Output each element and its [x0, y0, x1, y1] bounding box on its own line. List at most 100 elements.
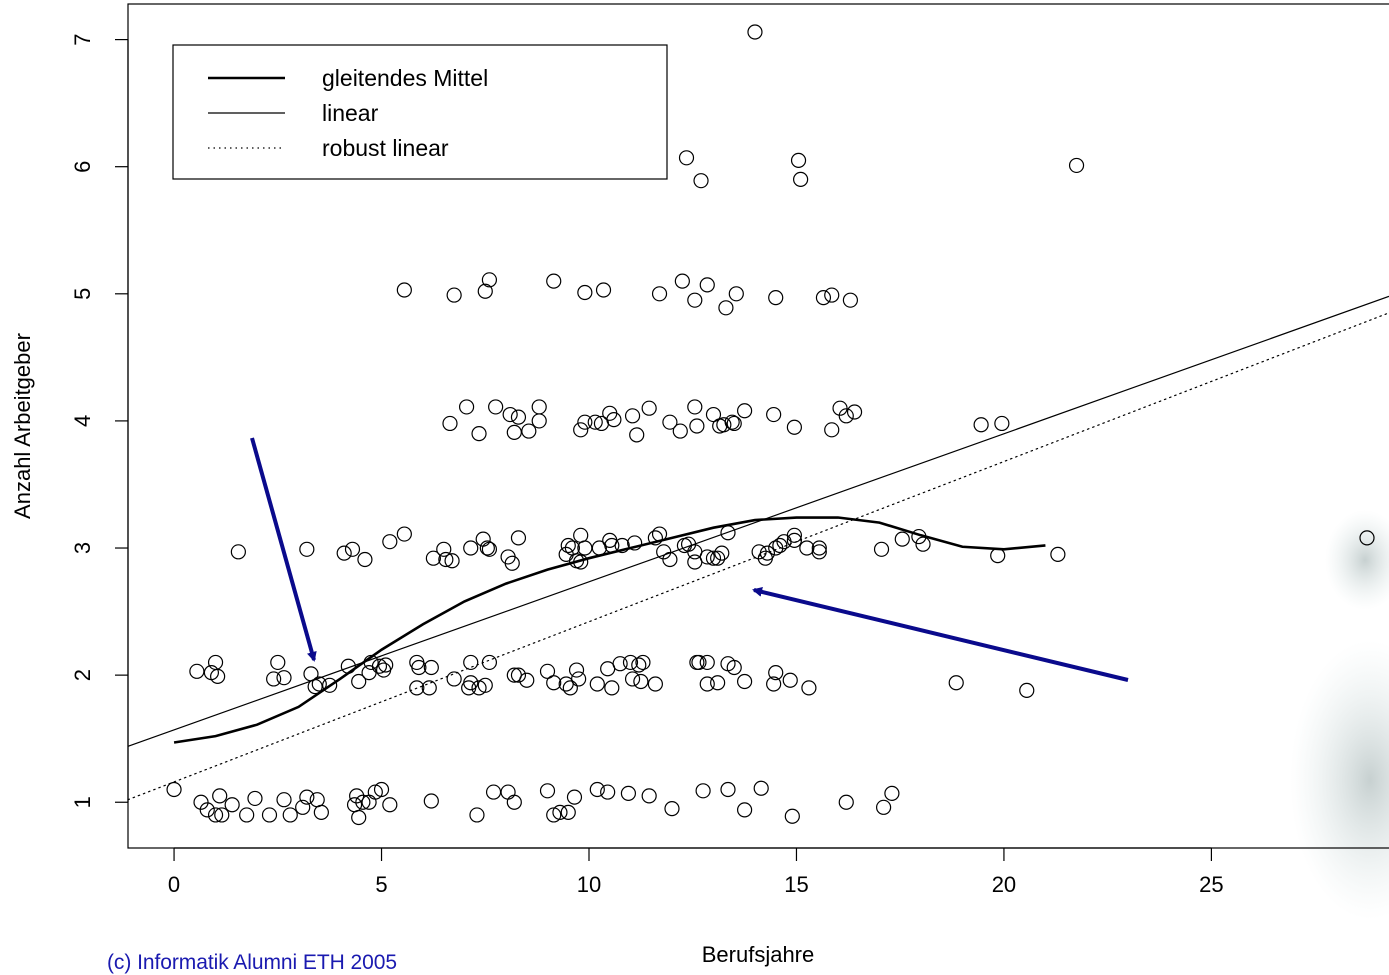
data-point	[801, 680, 817, 696]
data-point	[411, 659, 427, 676]
x-tick-label: 25	[1199, 872, 1223, 897]
data-point	[425, 550, 441, 566]
annotation-arrow	[752, 587, 1129, 682]
data-point	[726, 659, 742, 676]
data-point	[811, 544, 827, 560]
data-point	[351, 809, 367, 826]
data-point	[751, 544, 767, 560]
data-point	[481, 541, 498, 557]
annotation-arrow	[250, 437, 317, 662]
data-point	[651, 286, 668, 302]
data-point	[687, 292, 703, 308]
data-point	[371, 658, 388, 674]
data-point	[363, 654, 379, 671]
data-point	[438, 551, 454, 568]
data-point	[600, 784, 616, 800]
data-point	[753, 780, 769, 796]
data-point	[307, 678, 323, 695]
data-point	[539, 783, 556, 799]
data-point	[212, 788, 228, 804]
data-point	[768, 664, 784, 681]
data-point	[811, 540, 827, 556]
data-point	[303, 666, 319, 682]
data-point	[568, 662, 585, 678]
data-point	[838, 408, 854, 424]
plot-area	[127, 24, 1389, 826]
data-point	[1068, 157, 1085, 174]
data-point	[463, 654, 479, 671]
data-point	[577, 284, 593, 301]
data-point	[589, 676, 605, 692]
data-point	[1359, 530, 1375, 546]
data-point	[691, 654, 707, 671]
data-point	[689, 418, 705, 434]
data-point	[376, 662, 392, 678]
data-point	[595, 282, 612, 298]
data-point	[573, 554, 589, 570]
data-point	[230, 544, 246, 560]
data-point	[446, 287, 462, 303]
data-point	[815, 290, 832, 306]
data-point	[485, 784, 502, 800]
data-point	[620, 785, 637, 801]
data-point	[662, 414, 678, 430]
x-tick-label: 15	[784, 872, 808, 897]
data-point	[786, 532, 802, 548]
data-point	[546, 273, 562, 289]
data-point	[355, 794, 371, 810]
legend: gleitendes Mittel linear robust linear	[172, 44, 668, 180]
data-point	[1050, 546, 1066, 562]
data-point	[705, 550, 722, 566]
background-decoration	[1290, 510, 1389, 920]
data-point	[680, 536, 697, 552]
data-point	[546, 675, 562, 691]
x-tick-label: 0	[168, 872, 180, 897]
data-point	[635, 654, 651, 671]
data-point	[469, 807, 485, 823]
data-point	[270, 654, 286, 671]
data-point	[210, 668, 226, 685]
data-point	[766, 406, 782, 423]
data-point	[674, 273, 690, 289]
data-point	[471, 426, 487, 442]
data-point	[295, 799, 311, 815]
data-point	[720, 781, 736, 798]
data-point	[824, 422, 840, 438]
y-tick-label: 6	[70, 161, 95, 173]
data-point	[189, 663, 205, 679]
data-point	[521, 423, 537, 439]
data-point	[214, 807, 230, 823]
data-point	[224, 797, 240, 813]
x-tick-label: 10	[577, 872, 601, 897]
data-point	[747, 24, 763, 40]
data-point	[699, 676, 715, 692]
data-point	[340, 658, 356, 674]
trend-line	[127, 295, 1389, 747]
data-point	[396, 526, 412, 542]
y-tick-label: 4	[70, 415, 95, 427]
data-point	[481, 272, 498, 288]
data-point	[894, 531, 910, 547]
data-point	[423, 659, 439, 676]
data-point	[546, 807, 562, 823]
data-point	[915, 536, 931, 552]
data-point	[647, 676, 663, 692]
y-tick-label: 1	[70, 796, 95, 808]
data-point	[710, 675, 726, 691]
data-point	[247, 790, 263, 807]
data-point	[728, 286, 744, 302]
data-point	[510, 530, 527, 546]
x-tick-label: 5	[375, 872, 387, 897]
data-point	[571, 671, 587, 687]
data-point	[276, 792, 292, 808]
x-axis-label: Berufsjahre	[702, 942, 815, 967]
data-point	[479, 540, 495, 556]
data-point	[714, 545, 730, 561]
data-point	[612, 656, 628, 672]
data-point	[313, 804, 329, 821]
data-point	[664, 800, 680, 817]
data-point	[299, 789, 315, 805]
data-point	[396, 282, 412, 298]
